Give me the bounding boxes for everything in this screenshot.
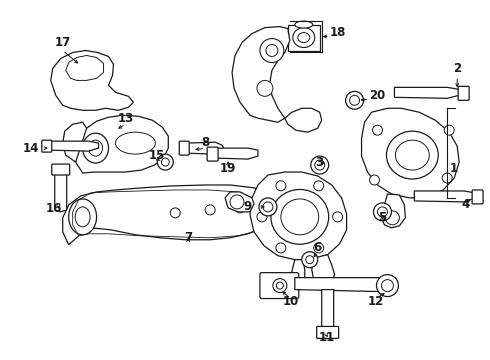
Text: 1: 1 [449, 162, 457, 175]
Circle shape [314, 181, 324, 191]
Ellipse shape [83, 133, 108, 163]
FancyBboxPatch shape [472, 190, 483, 204]
Circle shape [260, 39, 284, 62]
Text: 20: 20 [369, 89, 386, 102]
Polygon shape [288, 24, 319, 50]
Circle shape [314, 243, 324, 253]
Text: 9: 9 [244, 201, 252, 213]
Polygon shape [49, 141, 98, 151]
Circle shape [382, 280, 393, 292]
Text: 3: 3 [315, 156, 323, 168]
Text: 13: 13 [117, 112, 134, 125]
Text: 16: 16 [46, 202, 62, 215]
FancyBboxPatch shape [458, 86, 469, 100]
Circle shape [376, 275, 398, 297]
Polygon shape [66, 55, 103, 80]
Polygon shape [74, 115, 168, 173]
Polygon shape [63, 185, 272, 245]
Circle shape [311, 156, 329, 174]
Text: 19: 19 [220, 162, 236, 175]
Circle shape [372, 125, 383, 135]
Circle shape [171, 208, 180, 218]
Text: 10: 10 [283, 294, 299, 307]
Text: 7: 7 [184, 231, 192, 244]
Text: 17: 17 [54, 36, 71, 49]
Text: 4: 4 [461, 198, 469, 211]
Polygon shape [394, 87, 459, 98]
Polygon shape [288, 260, 305, 285]
Circle shape [377, 207, 388, 217]
Polygon shape [225, 192, 254, 212]
Circle shape [259, 198, 277, 216]
Text: 5: 5 [378, 211, 387, 224]
Text: 8: 8 [201, 136, 209, 149]
Ellipse shape [387, 131, 438, 179]
Ellipse shape [298, 32, 310, 42]
Circle shape [266, 45, 278, 57]
Circle shape [161, 158, 169, 166]
Polygon shape [312, 255, 335, 284]
Circle shape [257, 80, 273, 96]
Circle shape [263, 202, 273, 212]
Ellipse shape [271, 189, 329, 244]
Ellipse shape [89, 140, 102, 156]
Circle shape [276, 181, 286, 191]
Polygon shape [215, 148, 258, 159]
Polygon shape [382, 194, 405, 228]
FancyBboxPatch shape [260, 273, 299, 298]
Circle shape [276, 282, 283, 289]
Circle shape [315, 160, 325, 170]
Ellipse shape [75, 207, 90, 227]
Polygon shape [232, 27, 290, 122]
Polygon shape [185, 142, 224, 154]
Text: 6: 6 [314, 241, 322, 254]
Circle shape [230, 195, 244, 209]
Circle shape [157, 154, 173, 170]
Text: 2: 2 [453, 62, 461, 75]
Circle shape [257, 212, 267, 222]
Text: 15: 15 [149, 149, 166, 162]
Circle shape [373, 203, 392, 221]
Polygon shape [415, 191, 475, 202]
Text: 12: 12 [368, 294, 384, 307]
Circle shape [333, 212, 343, 222]
Circle shape [235, 203, 245, 213]
FancyBboxPatch shape [317, 327, 339, 338]
FancyBboxPatch shape [179, 141, 189, 155]
Circle shape [444, 125, 454, 135]
Circle shape [205, 205, 215, 215]
Polygon shape [285, 108, 322, 132]
Polygon shape [63, 122, 87, 162]
Circle shape [302, 252, 318, 268]
FancyBboxPatch shape [42, 140, 52, 152]
Circle shape [273, 279, 287, 293]
Ellipse shape [293, 28, 315, 48]
Circle shape [349, 95, 360, 105]
FancyBboxPatch shape [207, 147, 218, 161]
Polygon shape [250, 172, 346, 260]
Polygon shape [55, 170, 67, 212]
Ellipse shape [116, 132, 155, 154]
Circle shape [345, 91, 364, 109]
Circle shape [369, 175, 379, 185]
Text: 14: 14 [23, 141, 39, 155]
Circle shape [306, 256, 314, 264]
Ellipse shape [69, 199, 97, 235]
Circle shape [276, 243, 286, 253]
Polygon shape [51, 50, 133, 110]
Polygon shape [295, 278, 388, 292]
Text: 18: 18 [330, 26, 346, 39]
Circle shape [442, 173, 452, 183]
FancyBboxPatch shape [52, 164, 70, 175]
Polygon shape [362, 108, 459, 198]
Polygon shape [322, 289, 334, 329]
Ellipse shape [295, 21, 313, 28]
Text: 11: 11 [318, 332, 335, 345]
Circle shape [386, 211, 399, 225]
